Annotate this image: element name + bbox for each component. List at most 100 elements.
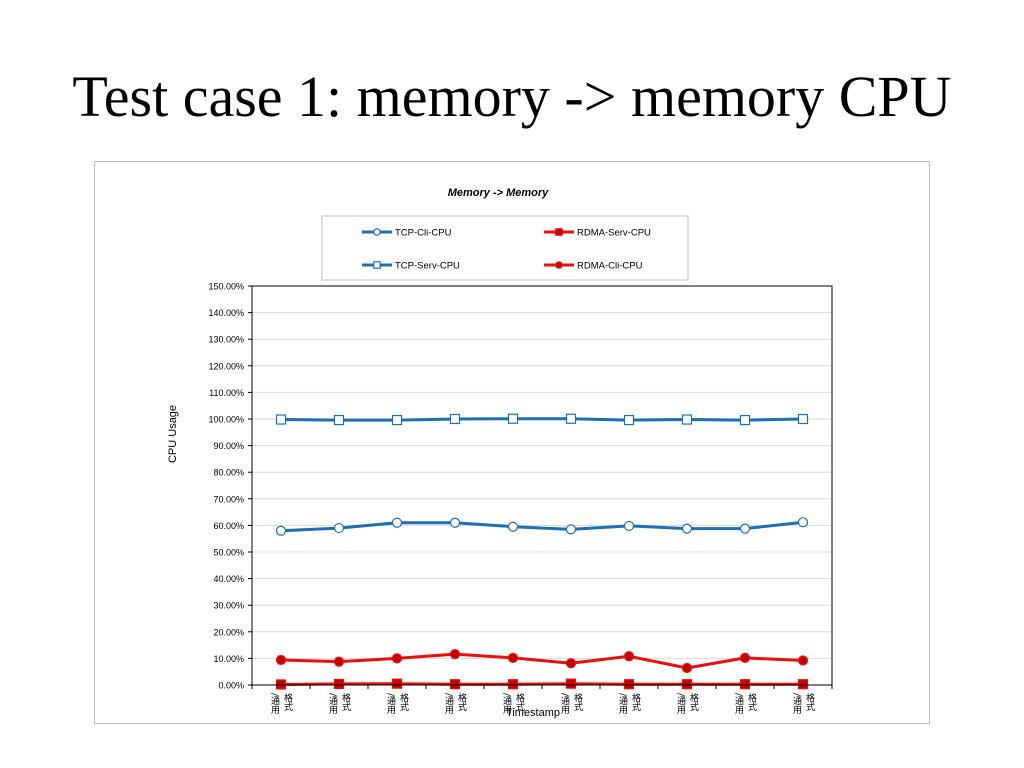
data-point (739, 652, 751, 663)
x-tick-label: /通用 格式 (733, 692, 757, 715)
legend-marker (373, 261, 381, 269)
legend-label: RDMA-Serv-CPU (577, 228, 651, 239)
x-tick-label: /通用 格式 (559, 692, 583, 715)
data-point (275, 525, 287, 536)
plot-area (252, 286, 832, 685)
data-point (391, 414, 403, 426)
x-tick-label-part: /通用 (791, 693, 802, 715)
data-point (449, 413, 461, 425)
chart-area: Memory -> Memory TCP-Cli-CPU RDMA-Serv-CP… (94, 161, 930, 724)
legend-item: RDMA-Cli-CPU (544, 261, 643, 272)
legend-item: TCP-Cli-CPU (362, 228, 452, 239)
data-point (623, 679, 635, 690)
x-tick-label-part: /通用 (443, 693, 454, 715)
data-point (507, 521, 519, 532)
x-axis-label: Timestamp (506, 707, 560, 719)
data-point (623, 651, 635, 662)
data-point (565, 413, 577, 424)
data-point (449, 517, 461, 528)
data-point (391, 653, 403, 664)
x-tick-label-part: 格式 (456, 692, 467, 711)
data-point (449, 649, 461, 660)
data-point (797, 655, 809, 666)
y-tick-label: 0.00% (218, 681, 244, 691)
data-point (565, 658, 577, 669)
y-tick-label: 130.00% (208, 335, 244, 345)
y-tick-label: 90.00% (213, 441, 244, 451)
plot-border (251, 285, 833, 686)
legend-label: RDMA-Cli-CPU (577, 261, 643, 272)
legend-label: TCP-Serv-CPU (395, 261, 460, 272)
x-tick-label: /通用 格式 (617, 692, 641, 715)
data-point (681, 679, 693, 690)
x-tick-label: /通用 格式 (501, 692, 525, 715)
legend-label: TCP-Cli-CPU (395, 228, 452, 239)
y-tick-label: 100.00% (208, 415, 244, 425)
legend-marker (555, 228, 563, 236)
series-rdma-cli-cpu (275, 649, 809, 674)
x-tick-label-part: 格式 (746, 692, 757, 711)
data-point (391, 517, 403, 528)
data-point (681, 523, 693, 534)
data-point (275, 679, 287, 690)
data-point (507, 679, 519, 690)
y-tick-label: 40.00% (213, 574, 244, 584)
legend-marker (555, 261, 563, 269)
x-tick-label-part: 格式 (572, 692, 583, 711)
x-tick-label-part: /通用 (733, 693, 744, 715)
data-point (333, 678, 345, 690)
series-tcp-cli-cpu (275, 517, 809, 536)
chart-legend: TCP-Cli-CPU RDMA-Serv-CPU TCP-Serv-CPU RDMA… (321, 215, 689, 281)
data-point (565, 678, 577, 689)
data-point (275, 414, 287, 425)
data-point (739, 414, 751, 426)
x-tick-label-part: 格式 (630, 692, 641, 711)
y-tick-label: 110.00% (209, 388, 244, 398)
x-tick-label-part: 格式 (340, 692, 351, 711)
y-tick-label: 10.00% (213, 654, 244, 664)
x-tick-label-part: 格式 (514, 692, 525, 711)
x-tick-label-part: 格式 (688, 692, 699, 711)
series-layer (275, 413, 809, 690)
y-axis-ticks: 0.00% 10.00% 20.00% 30.00% 40.00% 50.00% 60.00… (208, 282, 252, 691)
series-line (280, 417, 804, 422)
series-line (280, 682, 803, 686)
line-chart: Memory -> Memory TCP-Cli-CPU RDMA-Serv-CP… (167, 187, 833, 719)
y-axis-label: CPU Usage (167, 405, 179, 463)
chart-title: Memory -> Memory (448, 187, 549, 199)
series-line (280, 652, 804, 670)
data-point (623, 414, 635, 426)
series-rdma-serv-cpu (275, 678, 809, 690)
data-point (623, 520, 635, 532)
x-tick-label-part: /通用 (269, 693, 280, 715)
legend-marker (373, 228, 381, 236)
x-tick-label: /通用 格式 (385, 692, 409, 715)
x-tick-label-part: 格式 (398, 692, 409, 711)
data-point (507, 413, 519, 424)
y-tick-label: 80.00% (213, 468, 244, 478)
data-point (391, 678, 403, 689)
y-tick-label: 120.00% (208, 361, 244, 371)
x-tick-label: /通用 格式 (791, 692, 815, 715)
data-point (681, 414, 693, 425)
x-tick-label: /通用 格式 (443, 692, 467, 715)
y-tick-label: 140.00% (208, 308, 244, 318)
data-point (275, 654, 287, 666)
y-tick-label: 150.00% (208, 282, 244, 292)
x-tick-label-part: /通用 (327, 693, 338, 715)
y-tick-label: 50.00% (213, 548, 244, 558)
x-tick-label-part: /通用 (385, 693, 396, 715)
x-tick-label: /通用 格式 (675, 692, 699, 715)
x-tick-label: /通用 格式 (327, 692, 351, 715)
x-axis-ticks: /通用 格式/通用 格式/通用 格式/通用 格式/通用 格式/通用 格式/通用 格式/通用 格式… (251, 685, 833, 715)
data-point (739, 679, 751, 690)
x-tick-label-part: /通用 (501, 693, 512, 715)
legend-item: TCP-Serv-CPU (362, 261, 460, 272)
slide-title: Test case 1: memory -> memory CPU (72, 64, 952, 129)
series-line (280, 520, 804, 533)
x-tick-label-part: 格式 (804, 692, 815, 711)
data-point (333, 522, 345, 534)
data-point (797, 517, 809, 528)
data-point (797, 679, 809, 690)
data-point (681, 662, 693, 674)
